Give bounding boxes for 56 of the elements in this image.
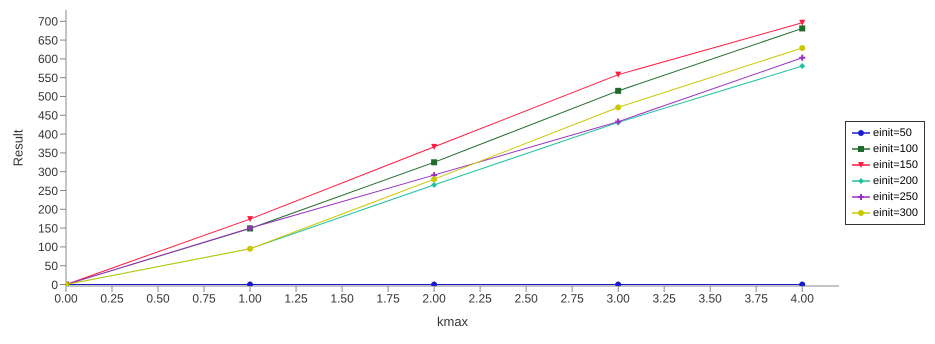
y-tick-label: 650 <box>38 33 58 48</box>
point <box>615 72 622 78</box>
x-tick-label: 4.00 <box>790 292 814 306</box>
x-tick-label: 2.25 <box>468 292 492 306</box>
y-tick-label: 450 <box>38 108 58 123</box>
x-tick-label: 2.75 <box>560 292 584 306</box>
y-tick-label: 200 <box>38 202 58 217</box>
x-tick-label: 0.25 <box>100 292 124 306</box>
y-axis-title: Result <box>10 129 26 166</box>
point <box>431 176 438 182</box>
legend-label: einit=300 <box>873 206 918 221</box>
legend-label: einit=100 <box>873 142 918 157</box>
point <box>431 182 438 188</box>
y-tick-label: 150 <box>38 221 58 236</box>
point <box>431 159 438 166</box>
x-tick-label: 0.50 <box>146 292 170 306</box>
x-tick-label: 3.50 <box>698 292 722 306</box>
y-tick-label: 350 <box>38 146 58 160</box>
y-tick-label: 700 <box>38 14 58 29</box>
point <box>247 281 254 286</box>
legend-label: einit=200 <box>873 174 918 189</box>
x-tick-label: 2.00 <box>422 292 446 306</box>
y-tick-label: 50 <box>44 258 58 273</box>
x-tick-label: 3.25 <box>652 292 676 306</box>
x-tick-label: 0.75 <box>192 292 216 306</box>
point <box>799 63 806 70</box>
point <box>799 44 806 51</box>
point <box>799 20 806 26</box>
x-tick-label: 3.75 <box>744 292 768 306</box>
x-tick-label: 2.50 <box>514 292 538 306</box>
x-tick-label: 1.00 <box>238 292 262 306</box>
x-tick-label: 3.00 <box>606 292 630 306</box>
point <box>799 25 806 32</box>
point <box>247 216 254 222</box>
point <box>615 88 622 94</box>
x-tick-label: 1.25 <box>284 292 308 306</box>
y-tick-label: 550 <box>38 70 58 85</box>
y-tick-label: 0 <box>51 278 58 292</box>
point <box>615 104 622 110</box>
point <box>799 281 806 286</box>
legend-label: einit=50 <box>873 126 912 141</box>
x-axis-title: kmax <box>436 314 469 329</box>
y-tick-label: 300 <box>38 164 58 179</box>
y-tick-label: 250 <box>38 184 58 198</box>
point <box>615 281 622 286</box>
point <box>431 144 438 150</box>
legend-label: einit=250 <box>873 190 918 205</box>
y-tick-label: 100 <box>38 240 58 254</box>
x-tick-label: 1.50 <box>330 292 354 306</box>
x-tick-label: 0.00 <box>54 292 78 306</box>
y-tick-label: 400 <box>38 127 58 142</box>
x-tick-label: 1.75 <box>376 292 400 306</box>
y-tick-label: 600 <box>38 52 58 66</box>
legend-label: einit=150 <box>873 158 918 173</box>
point <box>431 281 438 286</box>
y-tick-label: 500 <box>38 90 58 104</box>
